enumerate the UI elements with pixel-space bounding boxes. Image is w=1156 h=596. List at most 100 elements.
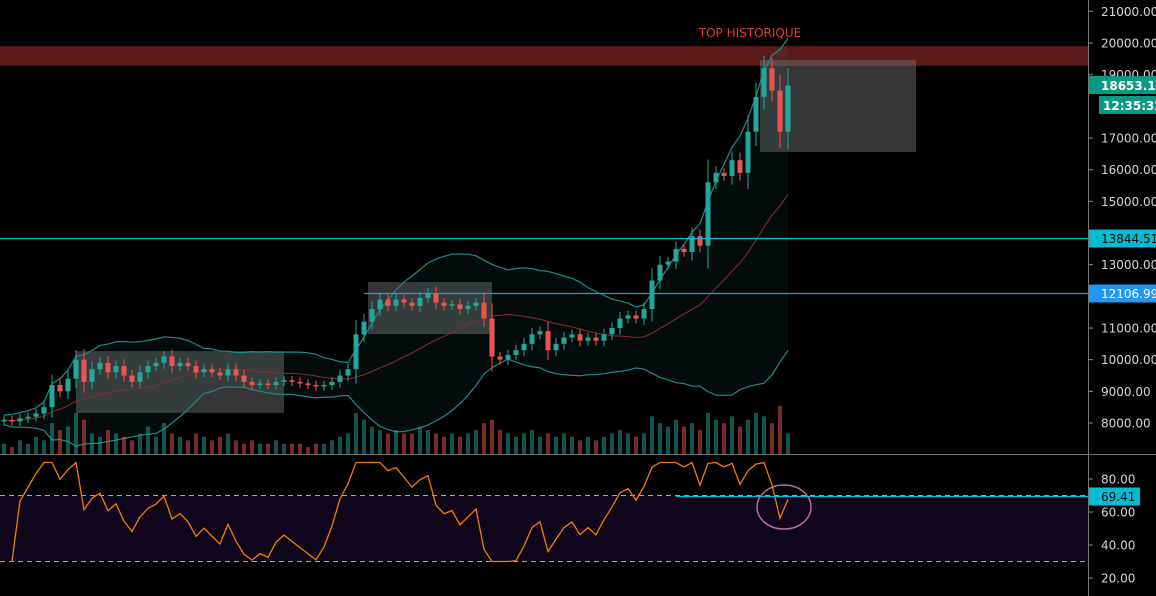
volume-bar — [514, 436, 518, 454]
candle-body — [9, 419, 15, 422]
candle-body — [777, 90, 783, 132]
volume-bar — [458, 436, 462, 454]
axis-tick-label: 13000.00 — [1101, 258, 1156, 272]
candle-body — [441, 302, 447, 306]
volume-bar — [234, 440, 238, 454]
candle-body — [25, 416, 31, 419]
volume-bar — [562, 433, 566, 454]
volume-bar — [466, 433, 470, 454]
candle-body — [81, 359, 87, 382]
volume-bar — [698, 430, 702, 454]
candle-body — [433, 293, 439, 303]
candle-body — [145, 366, 151, 373]
volume-bar — [114, 433, 118, 454]
volume-bar — [154, 436, 158, 454]
axis-tick-label: 11000.00 — [1101, 322, 1156, 336]
candlesticks — [1, 55, 791, 427]
volume-bar — [594, 440, 598, 454]
rsi-band-fill — [0, 495, 1088, 562]
candle-body — [785, 85, 791, 132]
candle-body — [265, 383, 271, 386]
volume-bar — [410, 433, 414, 454]
candle-body — [361, 321, 367, 335]
horizontal-line-price-label — [1089, 284, 1156, 303]
countdown-value: 12:35:32 — [1103, 99, 1156, 113]
candle-body — [585, 337, 591, 341]
candle-body — [745, 131, 751, 173]
volume-bars — [2, 406, 790, 454]
horizontal-lines[interactable] — [0, 237, 1088, 295]
volume-bar — [354, 412, 358, 454]
volume-bar — [418, 426, 422, 454]
candle-body — [537, 331, 543, 335]
rsi-pane — [0, 461, 1088, 563]
candle-body — [713, 172, 719, 183]
volume-bar — [482, 423, 486, 454]
candle-body — [321, 385, 327, 387]
volume-bar — [522, 433, 526, 454]
volume-bar — [618, 430, 622, 454]
candle-body — [409, 302, 415, 306]
volume-bar — [738, 426, 742, 454]
candle-body — [129, 375, 135, 382]
volume-bar — [442, 436, 446, 454]
volume-bar — [714, 419, 718, 454]
volume-bar — [450, 433, 454, 454]
volume-bar — [314, 443, 318, 454]
range-box[interactable] — [368, 282, 492, 335]
volume-bar — [626, 433, 630, 454]
candle-body — [297, 381, 303, 384]
volume-bar — [706, 412, 710, 454]
rsi-value-label — [1089, 487, 1140, 506]
axis-tick-label: 16000.00 — [1101, 163, 1156, 177]
volume-bar — [474, 430, 478, 454]
axis-tick-label: 15000.00 — [1101, 195, 1156, 209]
candle-body — [57, 385, 63, 392]
volume-bar — [498, 430, 502, 454]
candle-body — [89, 369, 95, 382]
candle-body — [345, 369, 351, 376]
volume-bar — [578, 440, 582, 454]
volume-bar — [658, 423, 662, 454]
candle-body — [377, 299, 383, 310]
volume-bar — [50, 423, 54, 454]
bollinger-upper — [3, 37, 789, 416]
candle-body — [689, 236, 695, 253]
annotation-circle[interactable] — [756, 484, 812, 530]
volume-bar — [554, 436, 558, 454]
volume-bar — [770, 423, 774, 454]
volume-bar — [202, 436, 206, 454]
candle-body — [1, 419, 7, 422]
volume-bar — [34, 436, 38, 454]
bollinger-fill — [4, 38, 788, 447]
candle-body — [209, 369, 215, 373]
candle-body — [753, 96, 759, 132]
candle-body — [249, 381, 255, 386]
price-axis[interactable]: 13844.5112106.9921000.0020000.0019000.00… — [1088, 5, 1156, 431]
volume-bar — [634, 436, 638, 454]
candle-body — [457, 304, 463, 310]
volume-bar — [682, 426, 686, 454]
volume-bar — [58, 430, 62, 454]
candle-body — [305, 383, 311, 386]
volume-bar — [402, 433, 406, 454]
candle-body — [273, 381, 279, 386]
volume-bar — [170, 433, 174, 454]
volume-bar — [602, 436, 606, 454]
volume-bar — [586, 436, 590, 454]
axis-tick-label: 8000.00 — [1101, 417, 1151, 431]
candle-body — [393, 299, 399, 306]
volume-bar — [282, 443, 286, 454]
volume-bar — [26, 443, 30, 454]
candle-body — [737, 160, 743, 173]
volume-bar — [162, 423, 166, 454]
candle-body — [289, 380, 295, 382]
rsi-axis[interactable]: 80.00 60.00 40.00 20.00 69.41 — [1088, 473, 1140, 586]
rsi-line — [11, 461, 789, 563]
candle-body — [49, 385, 55, 408]
candle-body — [521, 343, 527, 351]
volume-bar — [10, 447, 14, 454]
volume-bar — [762, 416, 766, 454]
resistance-zone-rect[interactable] — [0, 46, 1088, 66]
